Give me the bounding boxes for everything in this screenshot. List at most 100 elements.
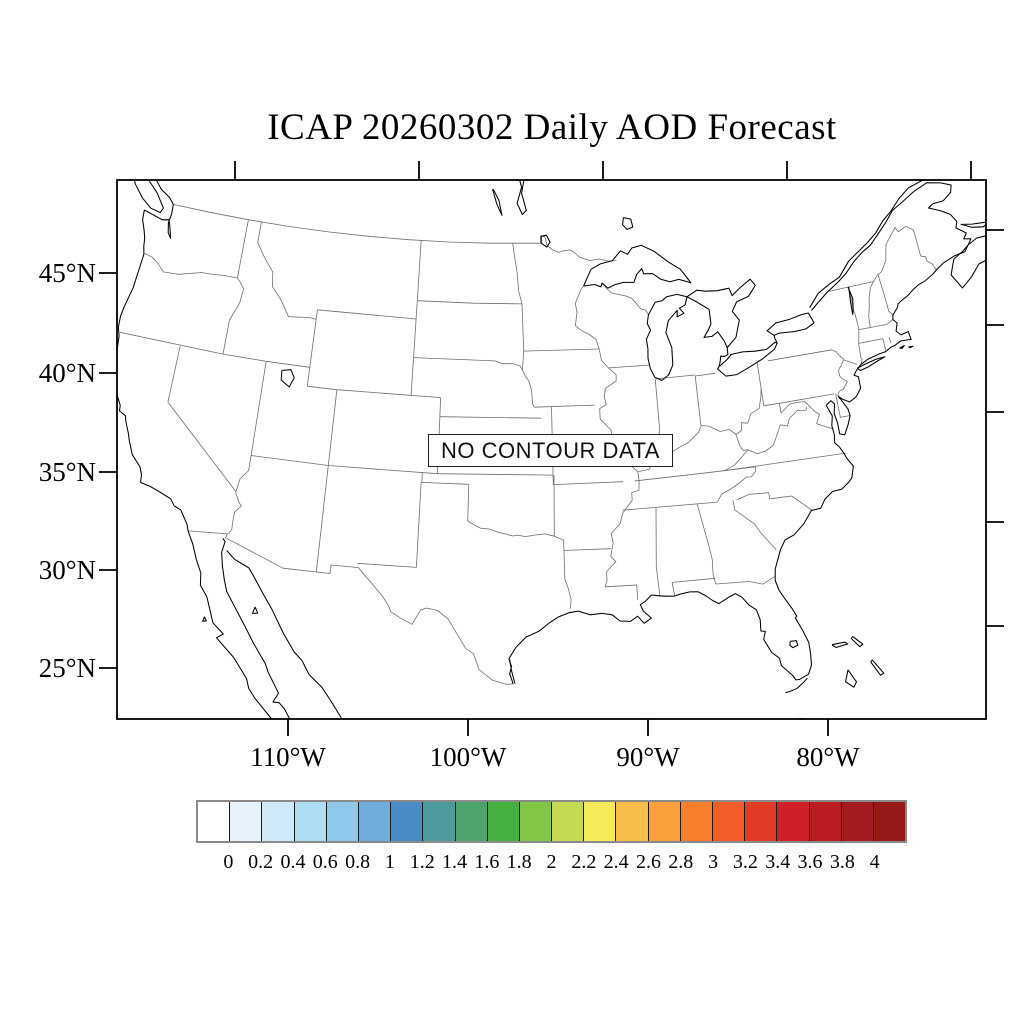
coastline-path bbox=[845, 669, 858, 688]
colorbar-cell bbox=[680, 802, 713, 841]
state-border-path bbox=[736, 492, 813, 511]
lat-tick-label: 45°N bbox=[38, 258, 96, 288]
state-border-path bbox=[522, 369, 535, 408]
coastline-path bbox=[943, 163, 979, 170]
colorbar-cell bbox=[198, 802, 231, 841]
colorbar-cell bbox=[326, 802, 359, 841]
colorbar-tick-label: 2.2 bbox=[571, 851, 597, 873]
colorbar-cell bbox=[230, 802, 263, 841]
colorbar-tick-label: 0.4 bbox=[280, 851, 306, 873]
coastline-path bbox=[516, 180, 527, 216]
state-border-path bbox=[858, 338, 883, 344]
state-border-path bbox=[553, 481, 624, 485]
state-border-path bbox=[167, 345, 237, 492]
colorbar-tick-label: 2.6 bbox=[635, 851, 661, 873]
state-border-path bbox=[467, 520, 555, 537]
colorbar-tick-label: 2.8 bbox=[668, 851, 694, 873]
no-contour-data-label: NO CONTOUR DATA bbox=[428, 434, 673, 467]
state-border-path bbox=[306, 309, 318, 387]
state-border-path bbox=[413, 357, 523, 371]
state-border-path bbox=[235, 455, 252, 492]
colorbar-tick-label: 1.8 bbox=[506, 851, 532, 873]
state-border-path bbox=[534, 404, 595, 408]
lat-tick-label: 25°N bbox=[38, 653, 96, 683]
colorbar-tick-label: 3 bbox=[708, 851, 719, 873]
state-border-path bbox=[421, 472, 423, 483]
colorbar-cell bbox=[809, 802, 842, 841]
colorbar-tick-label: 3.8 bbox=[829, 851, 855, 873]
coastline-path bbox=[144, 204, 174, 239]
state-border-path bbox=[695, 372, 716, 377]
state-border-path bbox=[554, 535, 572, 609]
colorbar-cell bbox=[648, 802, 681, 841]
state-borders bbox=[119, 204, 937, 685]
state-border-path bbox=[735, 434, 749, 451]
state-border-path bbox=[696, 504, 717, 585]
coastline-path bbox=[908, 345, 914, 349]
state-border-path bbox=[188, 530, 514, 685]
state-border-path bbox=[882, 338, 887, 351]
coastline-path bbox=[540, 234, 551, 248]
state-border-path bbox=[439, 416, 542, 419]
state-border-path bbox=[257, 221, 317, 320]
colorbar-cell bbox=[745, 802, 778, 841]
state-border-path bbox=[540, 235, 617, 262]
state-border-path bbox=[415, 240, 422, 320]
axis-ticks bbox=[99, 161, 1004, 736]
coastline-path bbox=[645, 293, 688, 381]
colorbar-cell bbox=[616, 802, 649, 841]
lon-tick-label: 100°W bbox=[429, 742, 507, 772]
colorbar-tick-label: 2.4 bbox=[603, 851, 629, 873]
state-border-path bbox=[237, 219, 249, 278]
coastline-path bbox=[850, 635, 864, 648]
state-border-path bbox=[715, 576, 775, 585]
colorbar-cell bbox=[519, 802, 553, 841]
coastline-path bbox=[686, 278, 756, 349]
colorbar-tick-label: 2 bbox=[546, 851, 557, 873]
colorbar-tick-label: 0.6 bbox=[312, 851, 338, 873]
state-border-path bbox=[512, 243, 523, 305]
state-border-path bbox=[417, 300, 523, 305]
coastline-path bbox=[583, 244, 692, 289]
state-border-path bbox=[222, 353, 310, 368]
state-border-path bbox=[831, 349, 848, 397]
coastline-path bbox=[787, 717, 811, 719]
coastline-path bbox=[716, 341, 778, 377]
state-border-path bbox=[779, 401, 834, 430]
colorbar-cell bbox=[584, 802, 617, 841]
coastline-path bbox=[622, 217, 634, 230]
state-border-path bbox=[608, 364, 651, 369]
map-frame bbox=[116, 179, 987, 720]
state-border-path bbox=[843, 359, 858, 365]
state-border-path bbox=[763, 402, 780, 407]
state-border-path bbox=[421, 482, 469, 485]
state-border-path bbox=[732, 500, 777, 551]
colorbar-cell bbox=[455, 802, 488, 841]
state-border-path bbox=[877, 274, 894, 316]
colorbar-tick-label: 0.2 bbox=[248, 851, 274, 873]
colorbar-cell bbox=[552, 802, 585, 841]
state-border-path bbox=[563, 548, 611, 551]
state-border-path bbox=[606, 288, 649, 315]
coastline-path bbox=[187, 530, 291, 719]
lat-tick-label: 40°N bbox=[38, 358, 96, 388]
coastline-path bbox=[811, 182, 972, 311]
coastline-path bbox=[789, 640, 799, 649]
coastline-path bbox=[226, 550, 343, 719]
state-border-path bbox=[622, 501, 718, 511]
state-border-path bbox=[655, 374, 696, 380]
state-border-path bbox=[672, 577, 716, 583]
state-border-path bbox=[779, 393, 835, 404]
state-border-path bbox=[574, 285, 640, 587]
colorbar-cell bbox=[358, 802, 392, 841]
state-border-path bbox=[521, 303, 525, 352]
colorbar-cell bbox=[873, 802, 906, 841]
colorbar-tick-label: 0 bbox=[223, 851, 234, 873]
state-border-path bbox=[723, 452, 846, 472]
coastline-path bbox=[766, 312, 815, 336]
coastline-path bbox=[1005, 210, 1024, 233]
coastline-path bbox=[508, 269, 937, 685]
coastline-path bbox=[831, 641, 849, 649]
state-border-path bbox=[467, 484, 470, 522]
